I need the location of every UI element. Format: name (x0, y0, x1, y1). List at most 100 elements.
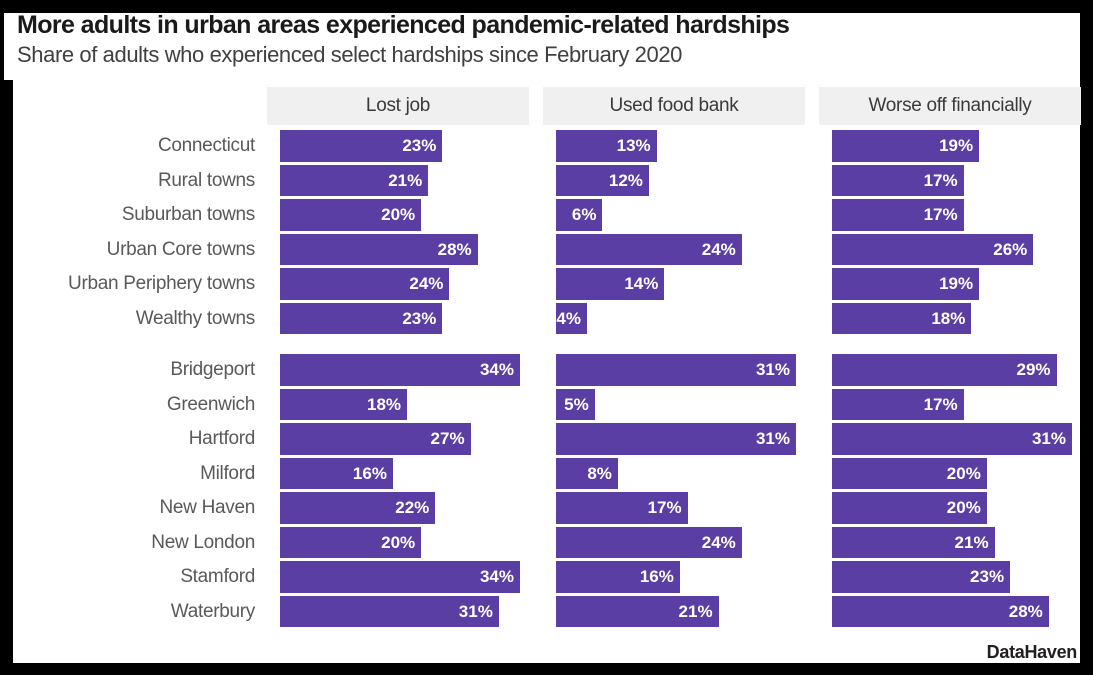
bar-value-label: 21% (678, 601, 713, 621)
bar: 20% (832, 457, 987, 489)
bar: 16% (280, 457, 393, 489)
bar-track: 31% (543, 423, 805, 455)
bar-value-label: 16% (352, 463, 387, 483)
bar-track: 6% (543, 199, 805, 231)
bar-track: 21% (267, 164, 529, 196)
bar: 27% (280, 423, 471, 455)
bar-value-label: 17% (923, 205, 958, 224)
bar-track: 24% (543, 233, 805, 265)
column-header-used-food-bank: Used food bank (543, 87, 805, 125)
table-row: Greenwich 18% 5% 17% (4, 388, 1080, 420)
bar-value-label: 22% (395, 498, 430, 517)
bar-value-label: 34% (479, 567, 514, 586)
header-spacer (4, 87, 267, 125)
bar: 20% (832, 492, 987, 524)
bar-track: 20% (267, 199, 529, 231)
bar-value-label: 23% (402, 308, 437, 328)
bar-track: 21% (543, 595, 805, 627)
bar-track: 23% (267, 302, 529, 334)
bar: 13% (556, 130, 657, 162)
bar-value-label: 26% (993, 239, 1028, 259)
bar: 34% (280, 354, 520, 386)
bar-value-label: 6% (571, 205, 597, 224)
bar-track: 29% (819, 354, 1081, 386)
left-border-strip (4, 80, 13, 663)
bar-value-label: 14% (624, 274, 659, 293)
bar-value-label: 23% (970, 567, 1005, 586)
bar: 6% (556, 199, 603, 231)
bar: 16% (556, 561, 680, 593)
bar-track: 31% (267, 595, 529, 627)
bar: 31% (556, 354, 796, 386)
bar-track: 24% (267, 268, 529, 300)
table-row: Urban Periphery towns 24% 14% 19% (4, 268, 1080, 300)
bar-track: 13% (543, 130, 805, 162)
bar-value-label: 21% (388, 170, 423, 190)
bar-value-label: 20% (381, 532, 416, 552)
row-label: Greenwich (166, 393, 255, 415)
bar-track: 34% (267, 561, 529, 593)
row-label: Waterbury (170, 600, 256, 622)
bar-value-label: 13% (616, 136, 651, 155)
bar-track: 19% (819, 130, 1081, 162)
bar-value-label: 24% (701, 239, 736, 259)
column-header-lost-job: Lost job (267, 87, 529, 125)
column-header-row: Lost job Used food bank Worse off financ… (4, 87, 1081, 125)
bar-track: 5% (543, 388, 805, 420)
bar: 19% (832, 130, 980, 162)
bar-value-label: 21% (954, 532, 989, 552)
bar-value-label: 8% (587, 463, 612, 483)
bar-value-label: 31% (755, 360, 790, 379)
bar: 26% (832, 233, 1034, 265)
chart: Lost job Used food bank Worse off financ… (4, 87, 1081, 630)
row-label: Suburban towns (121, 204, 255, 225)
row-label: Urban Core towns (106, 238, 256, 260)
bar-value-label: 17% (923, 170, 958, 190)
bar-track: 23% (819, 561, 1081, 593)
column-header-worse-off-financially: Worse off financially (819, 87, 1081, 125)
bar-value-label: 24% (701, 532, 736, 552)
table-row: Milford 16% 8% 20% (4, 457, 1080, 489)
bar: 17% (832, 164, 964, 196)
bar-track: 23% (267, 130, 529, 162)
bar-value-label: 23% (402, 136, 437, 155)
bar-value-label: 31% (755, 429, 790, 448)
bar-track: 18% (267, 388, 529, 420)
row-label: Rural towns (157, 169, 255, 191)
row-label: New London (151, 531, 255, 553)
bar-value-label: 17% (647, 498, 682, 517)
bar-track: 17% (819, 199, 1081, 231)
chart-subtitle: Share of adults who experienced select h… (17, 42, 682, 67)
row-label: Stamford (180, 566, 255, 587)
bar: 23% (280, 130, 443, 162)
bar-track: 16% (267, 457, 529, 489)
bar-value-label: 27% (430, 429, 465, 448)
bar: 17% (832, 199, 964, 231)
table-row: Waterbury 31% 21% 28% (4, 595, 1080, 627)
bar-value-label: 29% (1016, 360, 1051, 379)
table-row: Suburban towns 20% 6% 17% (4, 199, 1080, 231)
bar-value-label: 18% (931, 308, 966, 328)
bar: 22% (280, 492, 436, 524)
table-row: Bridgeport 34% 31% 29% (4, 354, 1080, 386)
bar-track: 24% (543, 526, 805, 558)
bar-track: 22% (267, 492, 529, 524)
bar: 17% (832, 388, 964, 420)
row-label: Bridgeport (170, 359, 255, 380)
bar-value-label: 18% (367, 394, 402, 414)
row-label: Connecticut (157, 135, 255, 156)
bar: 8% (556, 457, 618, 489)
bar-track: 8% (543, 457, 805, 489)
bar-track: 31% (543, 354, 805, 386)
bar: 19% (832, 268, 980, 300)
bar: 31% (280, 595, 499, 627)
bar-value-label: 5% (564, 394, 589, 414)
bar: 18% (832, 302, 972, 334)
bar: 31% (832, 423, 1072, 455)
bar-track: 26% (819, 233, 1081, 265)
table-row: New Haven 22% 17% 20% (4, 492, 1080, 524)
table-row: Urban Core towns 28% 24% 26% (4, 233, 1081, 265)
bar-value-label: 19% (939, 274, 974, 293)
row-label: Milford (200, 462, 255, 484)
bar-track: 18% (819, 302, 1081, 334)
